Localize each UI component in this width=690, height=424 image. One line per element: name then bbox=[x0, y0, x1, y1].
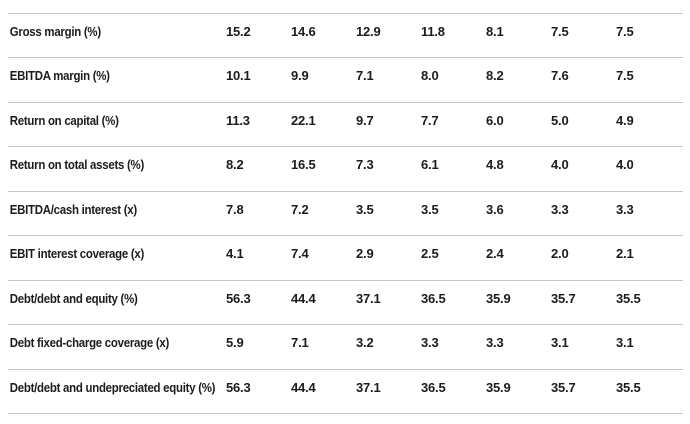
metric-value: 3.1 bbox=[551, 335, 569, 351]
metric-value: 5.0 bbox=[551, 112, 569, 128]
row-label: Debt/debt and undepreciated equity (%) bbox=[9, 379, 216, 395]
row-label: EBITDA/cash interest (x) bbox=[9, 201, 137, 217]
metric-value: 7.7 bbox=[421, 112, 439, 128]
metric-value: 7.8 bbox=[226, 201, 244, 217]
metric-value: 16.5 bbox=[291, 157, 316, 173]
metric-value: 14.6 bbox=[291, 24, 316, 39]
metric-value: 35.7 bbox=[551, 379, 576, 395]
table-row: Debt/debt and equity (%) 56.3 44.4 37.1 … bbox=[8, 279, 683, 324]
metric-value: 3.5 bbox=[356, 201, 374, 217]
metric-value: 9.7 bbox=[356, 112, 374, 128]
metric-value: 3.5 bbox=[421, 201, 439, 217]
metric-value: 35.7 bbox=[551, 290, 576, 306]
metric-value: 2.5 bbox=[421, 246, 439, 262]
metric-value: 7.2 bbox=[291, 201, 309, 217]
table-row: EBITDA/cash interest (x) 7.8 7.2 3.5 3.5… bbox=[8, 190, 683, 235]
row-label: EBITDA margin (%) bbox=[9, 68, 110, 84]
metric-value: 8.2 bbox=[226, 157, 244, 173]
metric-value: 4.0 bbox=[616, 157, 634, 173]
table-row: EBIT interest coverage (x) 4.1 7.4 2.9 2… bbox=[8, 235, 683, 279]
metric-value: 7.5 bbox=[616, 68, 634, 84]
metric-value: 11.3 bbox=[226, 112, 250, 128]
metric-value: 11.8 bbox=[421, 24, 445, 39]
metric-value: 35.9 bbox=[486, 290, 511, 306]
metric-value: 4.9 bbox=[616, 112, 634, 128]
metric-value: 56.3 bbox=[226, 290, 251, 306]
row-label: Debt/debt and equity (%) bbox=[9, 290, 138, 306]
metric-value: 4.8 bbox=[486, 157, 504, 173]
metric-value: 36.5 bbox=[421, 290, 446, 306]
table-row: Gross margin (%) 15.2 14.6 12.9 11.8 8.1… bbox=[8, 13, 683, 57]
metric-value: 6.1 bbox=[421, 157, 439, 173]
metric-value: 3.6 bbox=[486, 201, 504, 217]
metric-value: 9.9 bbox=[291, 68, 309, 84]
metric-value: 4.0 bbox=[551, 157, 569, 173]
metric-value: 8.2 bbox=[486, 68, 504, 84]
row-label: Debt fixed-charge coverage (x) bbox=[9, 335, 170, 351]
table-row: Debt fixed-charge coverage (x) 5.9 7.1 3… bbox=[8, 324, 683, 368]
metric-value: 56.3 bbox=[226, 379, 251, 395]
metric-value: 8.0 bbox=[421, 68, 439, 84]
table-row: Return on total assets (%) 8.2 16.5 7.3 … bbox=[8, 146, 683, 190]
row-label: Return on capital (%) bbox=[9, 112, 119, 128]
metric-value: 3.3 bbox=[551, 201, 569, 217]
metric-value: 37.1 bbox=[356, 379, 381, 395]
metric-value: 3.3 bbox=[486, 335, 504, 351]
metric-value: 7.1 bbox=[291, 335, 309, 351]
metric-value: 7.1 bbox=[356, 68, 374, 84]
metric-value: 44.4 bbox=[291, 379, 316, 395]
metric-value: 3.2 bbox=[356, 335, 374, 351]
metric-value: 44.4 bbox=[291, 290, 316, 306]
metric-value: 4.1 bbox=[226, 246, 244, 262]
metric-value: 35.9 bbox=[486, 379, 511, 395]
metric-value: 3.1 bbox=[616, 335, 634, 351]
metric-value: 7.5 bbox=[616, 24, 634, 39]
metric-value: 36.5 bbox=[421, 379, 446, 395]
metric-value: 2.0 bbox=[551, 246, 569, 262]
metric-value: 2.9 bbox=[356, 246, 374, 262]
metric-value: 3.3 bbox=[421, 335, 439, 351]
metric-value: 15.2 bbox=[226, 24, 251, 39]
metric-value: 6.0 bbox=[486, 112, 504, 128]
row-label: Gross margin (%) bbox=[9, 24, 101, 39]
metric-value: 7.6 bbox=[551, 68, 569, 84]
metric-value: 7.3 bbox=[356, 157, 374, 173]
table-row: EBITDA margin (%) 10.1 9.9 7.1 8.0 8.2 7… bbox=[8, 57, 683, 101]
metric-value: 22.1 bbox=[291, 112, 316, 128]
table-row: Debt/debt and undepreciated equity (%) 5… bbox=[8, 368, 683, 413]
metric-value: 2.1 bbox=[616, 246, 634, 262]
metric-value: 10.1 bbox=[226, 68, 251, 84]
table-row: Return on capital (%) 11.3 22.1 9.7 7.7 … bbox=[8, 101, 683, 146]
metric-value: 2.4 bbox=[486, 246, 504, 262]
metric-value: 8.1 bbox=[486, 24, 504, 39]
metric-value: 7.5 bbox=[551, 24, 569, 39]
metric-value: 7.4 bbox=[291, 246, 309, 262]
metric-value: 5.9 bbox=[226, 335, 244, 351]
metric-value: 37.1 bbox=[356, 290, 381, 306]
financial-ratios-table: Gross margin (%) 15.2 14.6 12.9 11.8 8.1… bbox=[8, 13, 683, 414]
metric-value: 35.5 bbox=[616, 379, 641, 395]
row-label: EBIT interest coverage (x) bbox=[9, 246, 145, 262]
metric-value: 12.9 bbox=[356, 24, 381, 39]
metric-value: 3.3 bbox=[616, 201, 634, 217]
row-label: Return on total assets (%) bbox=[9, 157, 145, 173]
metric-value: 35.5 bbox=[616, 290, 641, 306]
